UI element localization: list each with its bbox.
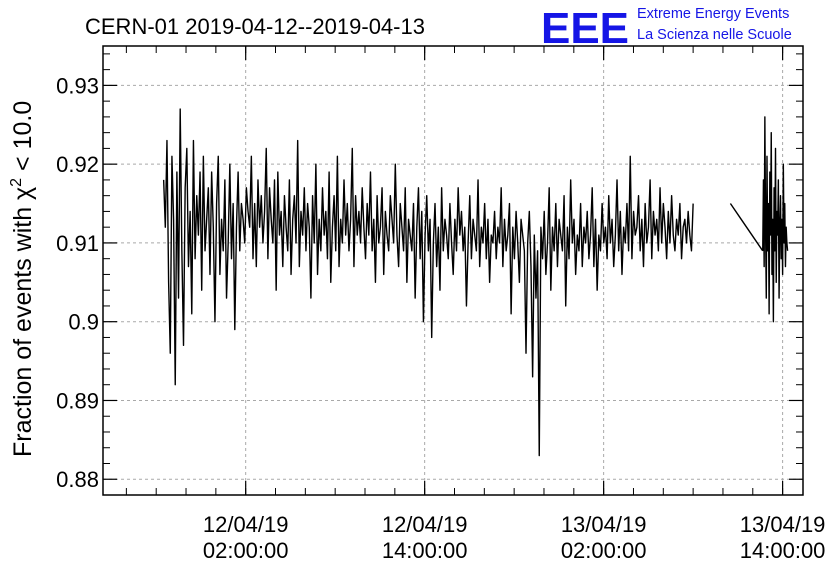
y-tick-label: 0.91	[56, 231, 99, 256]
y-tick-label: 0.89	[56, 388, 99, 413]
x-tick-label-date: 13/04/19	[561, 512, 647, 537]
y-axis-tick-labels: 0.88 0.89 0.9 0.91 0.92 0.93	[56, 73, 99, 492]
logo-line-1: Extreme Energy Events	[637, 6, 789, 22]
plot-frame	[102, 45, 804, 496]
y-axis-label-superscript: 2	[8, 178, 25, 187]
x-axis-tick-labels: 12/04/1902:00:0012/04/1914:00:0013/04/19…	[203, 512, 826, 563]
axis-ticks	[103, 46, 803, 496]
y-tick-label: 0.93	[56, 73, 99, 98]
series-line	[162, 108, 789, 457]
x-tick-label-date: 13/04/19	[740, 512, 826, 537]
x-tick-label-date: 12/04/19	[203, 512, 289, 537]
x-tick-label-time: 14:00:00	[740, 538, 826, 563]
y-axis-label-chi: χ	[9, 187, 37, 200]
y-tick-label: 0.9	[68, 310, 99, 335]
eee-logo-mark: EEE	[541, 4, 629, 53]
y-tick-label: 0.92	[56, 152, 99, 177]
y-axis-label-prefix: Fraction of events with	[9, 200, 37, 457]
y-axis-label-suffix: < 10.0	[9, 101, 37, 178]
y-tick-label: 0.88	[56, 467, 99, 492]
eee-logo: EEE Extreme Energy Events La Scienza nel…	[541, 4, 792, 53]
chart-title: CERN-01 2019-04-12--2019-04-13	[85, 14, 425, 39]
x-tick-label-time: 02:00:00	[561, 538, 647, 563]
x-tick-label-time: 14:00:00	[382, 538, 468, 563]
x-tick-label-time: 02:00:00	[203, 538, 289, 563]
x-tick-label-date: 12/04/19	[382, 512, 468, 537]
y-axis-label: Fraction of events with χ2 < 10.0	[8, 101, 37, 457]
logo-line-2: La Scienza nelle Scuole	[637, 27, 792, 43]
